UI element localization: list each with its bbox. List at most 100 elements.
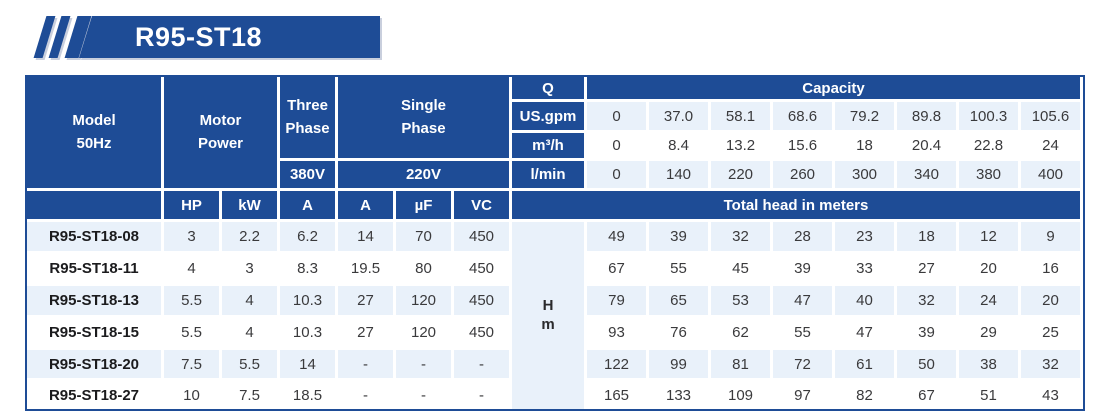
model-header-line2: 50Hz: [76, 134, 112, 152]
hm-line1: H: [542, 296, 554, 314]
head-value: 43: [1021, 381, 1080, 409]
lmin-value: 400: [1021, 161, 1080, 188]
us-gpm-value: 79.2: [835, 102, 894, 130]
head-value: 24: [959, 286, 1018, 315]
uf-header: µF: [396, 191, 451, 219]
head-value: 67: [897, 381, 956, 409]
head-value: 29: [959, 318, 1018, 347]
us-gpm-value: 89.8: [897, 102, 956, 130]
head-value: 23: [835, 222, 894, 251]
capacity-header: Capacity: [587, 77, 1080, 99]
single-phase-line1: Single: [400, 97, 446, 114]
vc-value: 450: [454, 286, 509, 315]
head-value: 9: [1021, 222, 1080, 251]
head-value: 38: [959, 350, 1018, 378]
vc-header: VC: [454, 191, 509, 219]
head-value: 47: [773, 286, 832, 315]
head-value: 67: [587, 254, 646, 283]
amp-220-value: -: [338, 350, 393, 378]
uf-value: -: [396, 350, 451, 378]
spec-table: Model 50Hz Motor Power Three Phase Singl…: [25, 75, 1085, 411]
head-value: 65: [649, 286, 708, 315]
head-value: 51: [959, 381, 1018, 409]
three-phase-header: Three Phase: [280, 77, 335, 158]
kw-value: 4: [222, 318, 277, 347]
lmin-value: 340: [897, 161, 956, 188]
us-gpm-header: US.gpm: [512, 102, 584, 130]
motor-header-line1: Motor: [199, 112, 242, 129]
m3h-value: 0: [587, 133, 646, 158]
head-value: 25: [1021, 318, 1080, 347]
head-value: 165: [587, 381, 646, 409]
head-value: 20: [959, 254, 1018, 283]
us-gpm-value: 105.6: [1021, 102, 1080, 130]
hp-value: 5.5: [164, 286, 219, 315]
q-header: Q: [512, 77, 584, 99]
uf-value: 80: [396, 254, 451, 283]
model-header-line1: Model: [72, 112, 116, 129]
kw-value: 2.2: [222, 222, 277, 251]
amp-220-value: 19.5: [338, 254, 393, 283]
uf-value: 120: [396, 286, 451, 315]
head-value: 39: [897, 318, 956, 347]
hp-value: 3: [164, 222, 219, 251]
head-value: 93: [587, 318, 646, 347]
hp-value: 5.5: [164, 318, 219, 347]
head-value: 122: [587, 350, 646, 378]
head-value: 82: [835, 381, 894, 409]
model-cell: R95-ST18-27: [27, 381, 161, 409]
kw-header: kW: [222, 191, 277, 219]
amp-380-value: 14: [280, 350, 335, 378]
amp-380-value: 6.2: [280, 222, 335, 251]
hp-value: 7.5: [164, 350, 219, 378]
model-cell: R95-ST18-15: [27, 318, 161, 347]
m3h-value: 18: [835, 133, 894, 158]
kw-value: 5.5: [222, 350, 277, 378]
head-value: 32: [711, 222, 770, 251]
model-cell: R95-ST18-11: [27, 254, 161, 283]
amp-220-value: 14: [338, 222, 393, 251]
us-gpm-value: 58.1: [711, 102, 770, 130]
m3h-value: 20.4: [897, 133, 956, 158]
lmin-value: 220: [711, 161, 770, 188]
model-cell: R95-ST18-20: [27, 350, 161, 378]
head-value: 76: [649, 318, 708, 347]
vc-value: 450: [454, 254, 509, 283]
head-value: 55: [649, 254, 708, 283]
head-value: 81: [711, 350, 770, 378]
amp-380-value: 8.3: [280, 254, 335, 283]
lmin-value: 140: [649, 161, 708, 188]
head-value: 27: [897, 254, 956, 283]
m3h-value: 8.4: [649, 133, 708, 158]
head-value: 79: [587, 286, 646, 315]
m3h-value: 13.2: [711, 133, 770, 158]
m3h-value: 22.8: [959, 133, 1018, 158]
uf-value: 120: [396, 318, 451, 347]
amp-380-value: 10.3: [280, 286, 335, 315]
head-value: 33: [835, 254, 894, 283]
three-phase-line2: Phase: [285, 119, 330, 137]
hp-value: 4: [164, 254, 219, 283]
hp-header: HP: [164, 191, 219, 219]
single-phase-line2: Phase: [401, 119, 446, 137]
uf-value: -: [396, 381, 451, 409]
model-cell: R95-ST18-08: [27, 222, 161, 251]
head-value: 61: [835, 350, 894, 378]
amp-220-value: 27: [338, 286, 393, 315]
head-value: 39: [649, 222, 708, 251]
motor-header-line2: Power: [197, 134, 243, 152]
head-value: 53: [711, 286, 770, 315]
head-value: 99: [649, 350, 708, 378]
head-value: 97: [773, 381, 832, 409]
lmin-header: l/min: [512, 161, 584, 188]
total-head-header: Total head in meters: [512, 191, 1080, 219]
model-header: Model 50Hz: [27, 77, 161, 188]
hm-line2: m: [541, 315, 555, 333]
head-value: 32: [1021, 350, 1080, 378]
m3h-value: 15.6: [773, 133, 832, 158]
lmin-value: 300: [835, 161, 894, 188]
vc-value: -: [454, 350, 509, 378]
vc-value: 450: [454, 318, 509, 347]
hm-unit-cell: H m: [512, 222, 584, 409]
motor-power-header: Motor Power: [164, 77, 277, 188]
